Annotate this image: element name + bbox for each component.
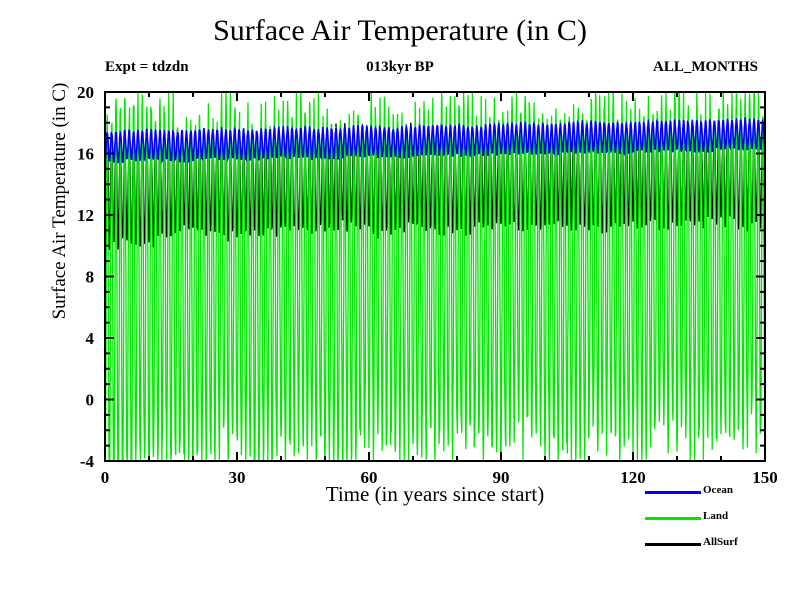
tick-label-layer: 0 30 60 90 120 150 -4 0 4 8 12 16 20 <box>77 83 778 487</box>
x-tick-label: 120 <box>620 468 646 487</box>
legend-label-land: Land <box>703 510 729 522</box>
y-tick-label: 16 <box>77 145 94 164</box>
axes-layer <box>104 91 766 462</box>
page-title: Surface Air Temperature (in C) <box>213 14 587 47</box>
x-tick-label: 150 <box>752 468 778 487</box>
legend-swatch-allsurf <box>645 543 701 546</box>
legend-swatch-land <box>645 517 701 520</box>
months-label: ALL_MONTHS <box>652 59 758 75</box>
legend-item-allsurf: AllSurf <box>640 534 790 560</box>
x-tick-label: 90 <box>493 468 510 487</box>
y-tick-label: 8 <box>86 268 95 287</box>
y-tick-label: 20 <box>77 83 94 102</box>
y-tick-label: -4 <box>80 452 95 471</box>
legend-swatch-ocean <box>645 491 701 494</box>
series-line-land <box>106 93 764 460</box>
legend-item-ocean: Ocean <box>640 482 790 508</box>
legend-item-land: Land <box>640 508 790 534</box>
y-tick-label: 12 <box>77 206 94 225</box>
series-line-ocean <box>106 117 764 164</box>
y-tick-label: 4 <box>86 329 95 348</box>
x-tick-label: 60 <box>361 468 378 487</box>
experiment-label: Expt = tdzdn <box>105 59 189 75</box>
period-label: 013kyr BP <box>366 59 434 75</box>
x-tick-label: 0 <box>101 468 110 487</box>
legend: Ocean Land AllSurf <box>640 482 790 560</box>
series-layer <box>106 93 764 460</box>
legend-label-allsurf: AllSurf <box>703 536 738 548</box>
legend-label-ocean: Ocean <box>703 484 733 496</box>
x-axis-title: Time (in years since start) <box>325 482 545 506</box>
y-tick-label: 0 <box>86 391 95 410</box>
x-tick-label: 30 <box>229 468 246 487</box>
series-line-allsurf <box>106 118 764 251</box>
